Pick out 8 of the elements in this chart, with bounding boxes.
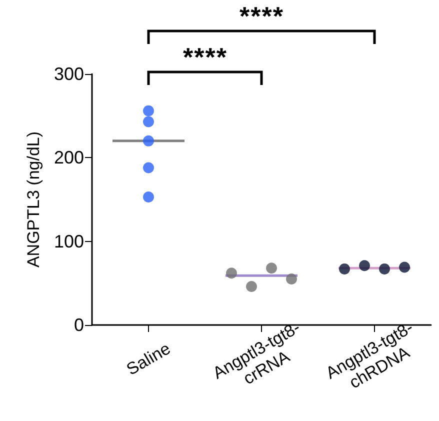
text: **** <box>183 42 228 73</box>
y-tick-label: 100 <box>54 231 84 252</box>
x-tick-label: Saline <box>123 338 174 380</box>
y-tick-label: 300 <box>54 64 84 84</box>
y-tick-label: 200 <box>54 148 84 168</box>
text: **** <box>240 1 284 32</box>
y-axis-title: ANGPTL3 (ng/dL) <box>24 131 43 268</box>
y-tick-label: 0 <box>74 315 84 335</box>
